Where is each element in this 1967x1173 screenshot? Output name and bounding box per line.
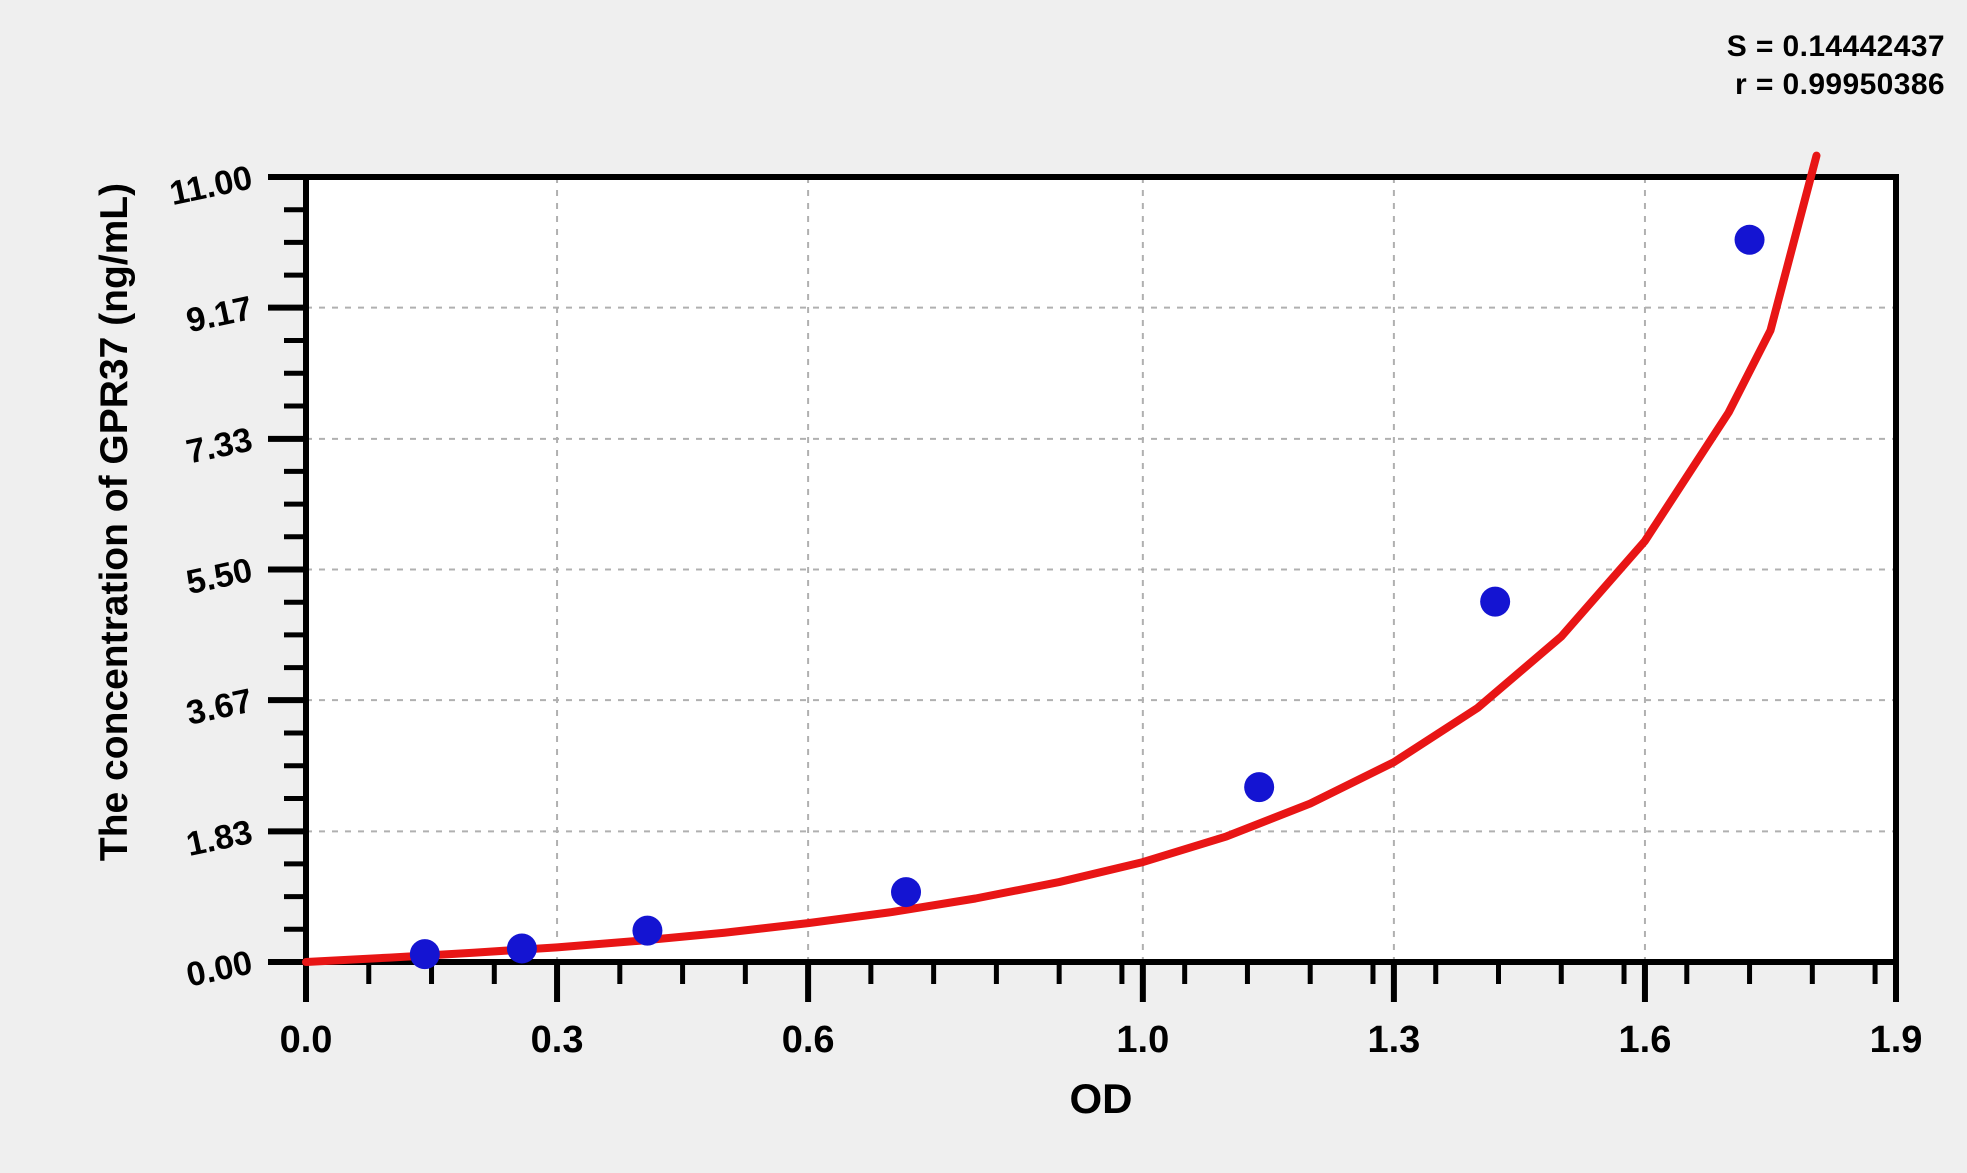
data-point bbox=[632, 915, 663, 946]
x-tick-label: 1.0 bbox=[1116, 1019, 1169, 1061]
x-tick-label: 0.3 bbox=[531, 1019, 584, 1061]
r-value-label: r = 0.99950386 bbox=[1735, 68, 1945, 102]
data-point bbox=[1244, 772, 1275, 803]
major-tick-marks bbox=[268, 174, 1899, 1002]
y-tick-label: 11.00 bbox=[166, 159, 255, 213]
fit-statistics: S = 0.14442437 r = 0.99950386 bbox=[1727, 28, 1945, 105]
data-point bbox=[891, 877, 922, 908]
data-point bbox=[1480, 586, 1511, 617]
x-tick-label: 0.0 bbox=[280, 1019, 333, 1061]
y-tick-label: 3.67 bbox=[183, 682, 256, 733]
x-tick-labels: 0.0 0.3 0.6 1.0 1.3 1.6 1.9 bbox=[280, 1019, 1923, 1061]
x-tick-label: 0.6 bbox=[782, 1019, 835, 1061]
plot-frame bbox=[303, 174, 1899, 965]
x-tick-label: 1.6 bbox=[1619, 1019, 1672, 1061]
x-tick-label: 1.9 bbox=[1870, 1019, 1923, 1061]
minor-tick-marks bbox=[284, 207, 1878, 984]
s-value-label: S = 0.14442437 bbox=[1726, 30, 1945, 63]
data-points bbox=[409, 224, 1765, 970]
data-point bbox=[409, 939, 440, 970]
y-tick-label: 1.83 bbox=[183, 813, 256, 864]
y-tick-label: 5.50 bbox=[183, 551, 256, 602]
y-tick-label: 7.33 bbox=[183, 421, 256, 472]
data-point bbox=[1734, 224, 1765, 255]
fitted-curve bbox=[302, 151, 1821, 966]
grid-lines bbox=[306, 176, 1896, 962]
x-tick-label: 1.3 bbox=[1367, 1019, 1420, 1061]
y-tick-label: 0.00 bbox=[183, 944, 256, 995]
y-tick-label: 9.17 bbox=[183, 289, 256, 340]
x-axis-title: OD bbox=[1069, 1075, 1133, 1122]
data-point bbox=[506, 933, 537, 964]
y-tick-labels: 0.00 1.83 3.67 5.50 7.33 9.17 11.00 bbox=[166, 159, 255, 995]
